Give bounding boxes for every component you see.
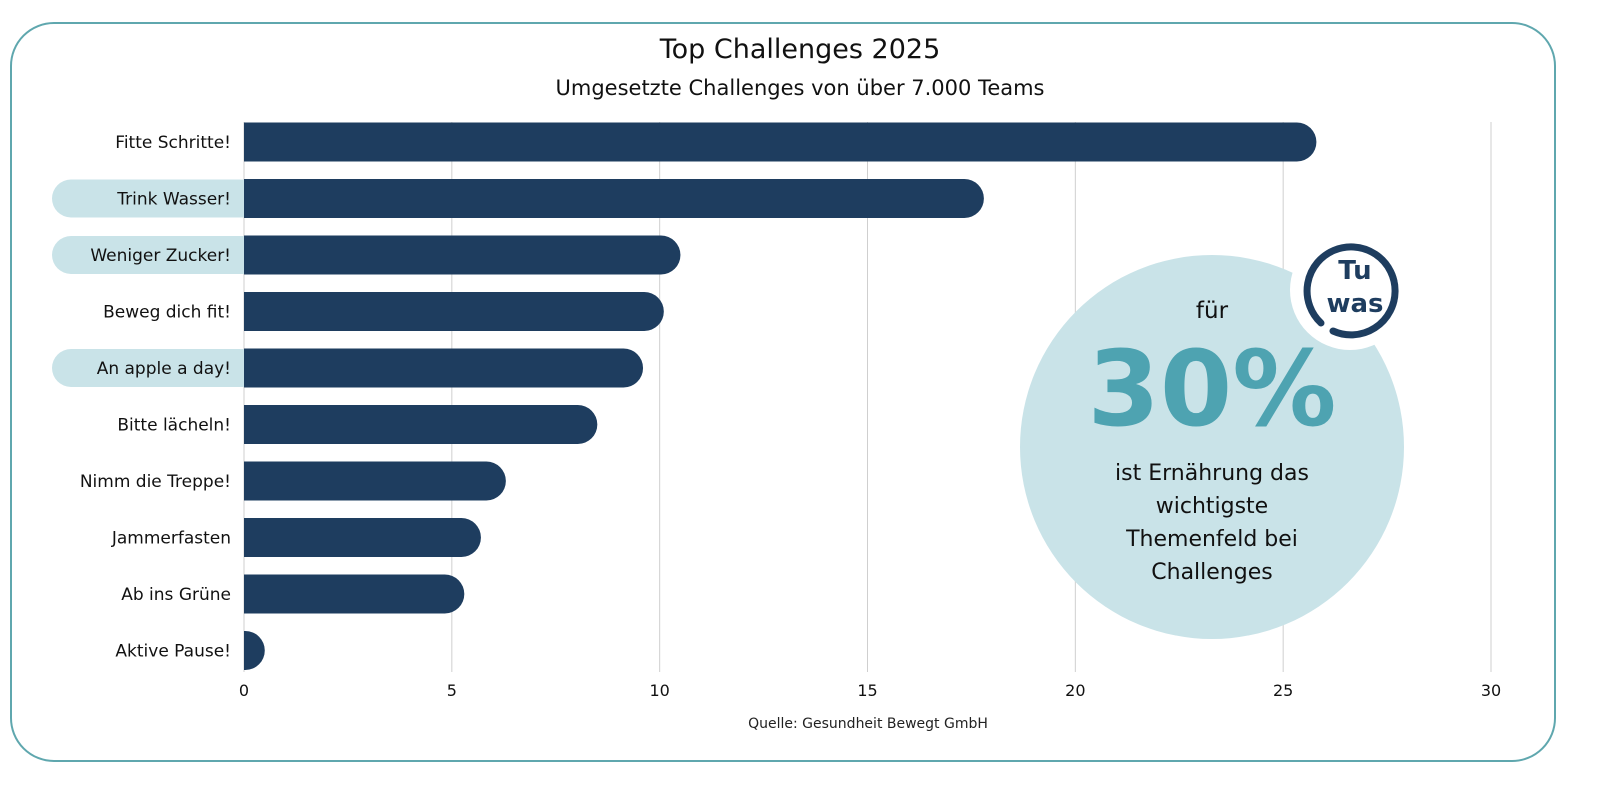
label-highlight (52, 236, 262, 274)
callout-text-line: Challenges (1151, 560, 1272, 585)
chart-subtitle: Umgesetzte Challenges von über 7.000 Tea… (555, 76, 1045, 100)
category-label: An apple a day! (97, 359, 231, 379)
label-highlight (52, 349, 262, 387)
bar (244, 292, 664, 331)
category-label: Ab ins Grüne (121, 585, 231, 605)
bar (244, 631, 265, 670)
x-tick-label: 20 (1065, 681, 1085, 700)
x-tick-label: 30 (1481, 681, 1501, 700)
category-label: Trink Wasser! (116, 190, 231, 210)
category-label: Weniger Zucker! (90, 246, 231, 266)
callout-text-line: ist Ernährung das (1115, 461, 1309, 486)
bar (244, 405, 598, 444)
category-label: Jammerfasten (111, 529, 231, 549)
label-highlight (52, 179, 262, 218)
x-tick-label: 15 (857, 681, 877, 700)
logo-text: was (1326, 289, 1383, 319)
bar (244, 461, 506, 501)
bar (244, 179, 984, 218)
bar (244, 518, 481, 557)
callout-text-line: wichtigste (1156, 494, 1268, 519)
callout-top-text: für (1196, 298, 1229, 324)
bar (244, 574, 465, 614)
x-tick-label: 10 (649, 681, 669, 700)
callout-circle (1020, 255, 1404, 639)
source-note: Quelle: Gesundheit Bewegt GmbH (748, 716, 988, 732)
bar (244, 348, 644, 388)
chart-title: Top Challenges 2025 (659, 34, 941, 65)
callout-percentage: 30% (1088, 328, 1337, 450)
callout-text-line: Themenfeld bei (1125, 527, 1298, 552)
x-tick-label: 25 (1273, 681, 1293, 700)
x-tick-label: 0 (239, 681, 249, 700)
category-label: Aktive Pause! (115, 642, 231, 662)
card-border (10, 22, 1556, 762)
category-label: Nimm die Treppe! (80, 472, 231, 492)
category-label: Beweg dich fit! (103, 303, 231, 323)
category-label: Bitte lächeln! (117, 416, 231, 436)
bar (244, 122, 1317, 162)
category-label: Fitte Schritte! (115, 133, 231, 153)
logo-text: Tu (1338, 256, 1371, 286)
logo-ring-icon (1303, 243, 1399, 339)
bar (244, 235, 681, 275)
x-tick-label: 5 (447, 681, 457, 700)
